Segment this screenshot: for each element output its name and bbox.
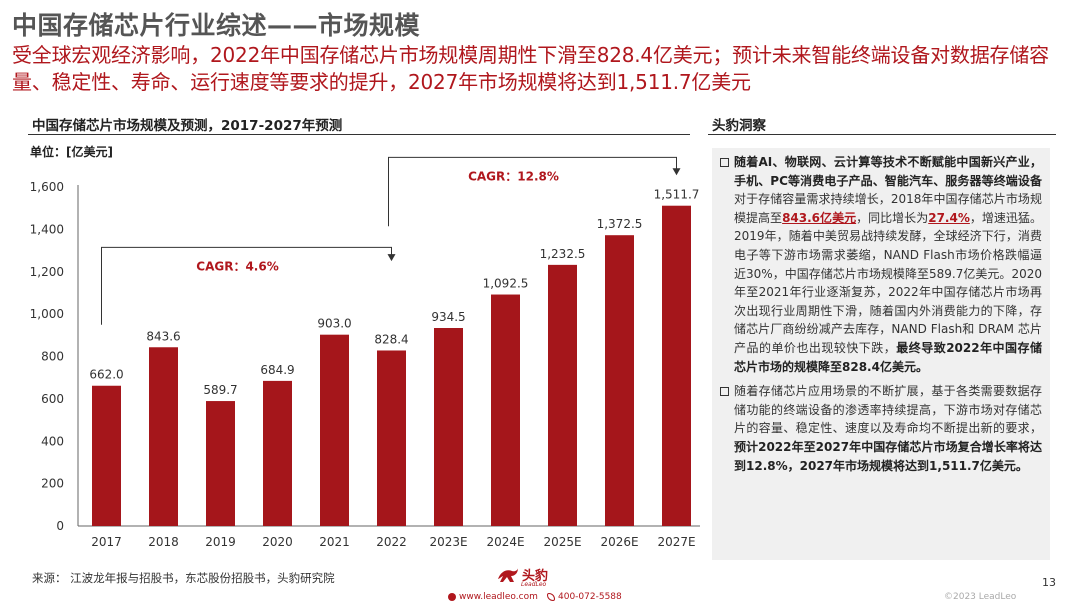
chart-unit-label: 单位：[亿美元] [30, 145, 113, 159]
x-tick-label: 2027E [657, 535, 695, 549]
page-number: 13 [1042, 576, 1056, 589]
insight-bullet-2: 随着存储芯片应用场景的不断扩展，基于各类需要数据存储功能的终端设备的渗透率持续提… [720, 382, 1042, 475]
bar-value-label: 662.0 [89, 368, 123, 382]
footer-phone[interactable]: 400-072-5588 [547, 592, 622, 602]
globe-icon [448, 593, 456, 601]
y-tick-label: 1,200 [30, 265, 64, 279]
y-tick-label: 1,600 [30, 180, 64, 194]
x-tick-label: 2022 [376, 535, 407, 549]
bar-value-label: 828.4 [374, 332, 408, 346]
bar-value-label: 1,232.5 [540, 247, 586, 261]
x-tick-label: 2019 [205, 535, 236, 549]
insight-bullet-1: 随着AI、物联网、云计算等技术不断赋能中国新兴产业，手机、PC等消费电子产品、智… [720, 153, 1042, 376]
bar-chart: 0 200 400 600 800 1,000 1,200 1,400 1,600 662.0 20… [30, 156, 700, 549]
bullet-1-text-b: ，同比增长为 [856, 210, 929, 225]
insight-title: 头豹洞察 [712, 118, 766, 134]
x-tick-label: 2020 [262, 535, 293, 549]
checkbox-bullet-icon [720, 387, 729, 397]
bar-2025E [548, 264, 577, 526]
cagr-bracket-1 [101, 246, 392, 325]
x-tick-label: 2018 [148, 535, 179, 549]
x-tick-label: 2025E [543, 535, 581, 549]
cagr-label-2: CAGR：12.8% [468, 169, 559, 183]
y-tick-label: 800 [41, 350, 64, 364]
bar-2021 [320, 334, 349, 526]
x-tick-label: 2023E [429, 535, 467, 549]
bar-2027E [662, 205, 691, 526]
phone-text: 400-072-5588 [558, 592, 622, 602]
y-tick-label: 600 [41, 392, 64, 406]
page-subtitle: 受全球宏观经济影响，2022年中国存储芯片市场规模周期性下滑至828.4亿美元；… [12, 43, 1049, 94]
bar-value-label: 1,511.7 [654, 188, 700, 202]
bullet-1-text-c: ，增速迅猛。2019年，随着中美贸易战持续发酵，全球经济下行，消费电子等下游市场… [734, 210, 1042, 355]
bullet-1-highlight-rate: 27.4% [928, 210, 970, 225]
cagr-bracket-2 [388, 156, 677, 227]
x-tick-label: 2024E [486, 535, 524, 549]
bar-value-label: 684.9 [260, 363, 294, 377]
source-note: 来源： 江波龙年报与招股书，东芯股份招股书，头豹研究院 [32, 571, 335, 585]
website-text: www.leadleo.com [459, 592, 538, 602]
bullet-1-bold-tail: 最终导致2022年中国存储芯片市场的规模降至828.4亿美元。 [734, 340, 1042, 374]
cagr-label-1: CAGR：4.6% [196, 259, 278, 273]
bullet-2-text: 随着存储芯片应用场景的不断扩展，基于各类需要数据存储功能的终端设备的渗透率持续提… [734, 384, 1042, 436]
insight-bullet-2-text: 随着存储芯片应用场景的不断扩展，基于各类需要数据存储功能的终端设备的渗透率持续提… [734, 382, 1042, 475]
chart-title-divider [28, 134, 690, 135]
x-tick-label: 2026E [600, 535, 638, 549]
bullet-1-highlight-value: 843.6亿美元 [782, 210, 857, 225]
leopard-logo-icon [498, 567, 518, 582]
bar-2019 [206, 401, 235, 526]
bullet-1-bold-lead: 随着AI、物联网、云计算等技术不断赋能中国新兴产业，手机、PC等消费电子产品、智… [734, 155, 1042, 188]
checkbox-bullet-icon [720, 158, 729, 167]
bar-value-label: 934.5 [431, 310, 465, 324]
insight-panel: 随着AI、物联网、云计算等技术不断赋能中国新兴产业，手机、PC等消费电子产品、智… [712, 148, 1050, 560]
y-tick-label: 1,400 [30, 222, 64, 236]
insight-title-divider [708, 134, 1056, 135]
page-title: 中国存储芯片行业综述——市场规模 [12, 11, 421, 40]
bar-value-label: 843.6 [146, 329, 180, 343]
bar-2018 [149, 347, 178, 526]
bar-2023E [434, 328, 463, 526]
insight-bullet-1-text: 随着AI、物联网、云计算等技术不断赋能中国新兴产业，手机、PC等消费电子产品、智… [734, 153, 1042, 376]
y-tick-label: 400 [41, 434, 64, 448]
brand-logo: 头豹 [497, 565, 548, 584]
bar-value-label: 1,092.5 [483, 277, 529, 291]
bar-2017 [92, 385, 121, 526]
brand-subname: LeadLeo [521, 581, 547, 588]
bar-value-label: 1,372.5 [597, 217, 643, 231]
y-tick-label: 200 [41, 477, 64, 491]
bar-2020 [263, 380, 292, 526]
bar-value-label: 589.7 [203, 383, 237, 397]
copyright: ©2023 LeadLeo [944, 592, 1017, 602]
phone-icon [547, 593, 555, 601]
x-tick-label: 2021 [319, 535, 350, 549]
y-tick-label: 1,000 [30, 307, 64, 321]
bar-2022 [377, 350, 406, 526]
bar-2024E [491, 294, 520, 526]
cagr-arrowhead-2 [672, 168, 681, 176]
cagr-arrowhead-1 [387, 254, 396, 262]
bullet-1-text-a: 对于存储容量需求持续增长，2018年中国存储芯片市场规模提高至 [734, 192, 1042, 225]
x-tick-label: 2017 [91, 535, 122, 549]
footer-website[interactable]: www.leadleo.com [448, 592, 538, 602]
y-tick-label: 0 [56, 519, 64, 533]
brand-name: 头豹 [522, 569, 549, 584]
bar-value-label: 903.0 [317, 317, 351, 331]
bar-2026E [605, 235, 634, 526]
chart-title: 中国存储芯片市场规模及预测，2017-2027年预测 [32, 118, 343, 134]
bullet-2-bold-tail: 预计2022年至2027年中国存储芯片市场复合增长率将达到12.8%，2027年… [734, 439, 1042, 473]
